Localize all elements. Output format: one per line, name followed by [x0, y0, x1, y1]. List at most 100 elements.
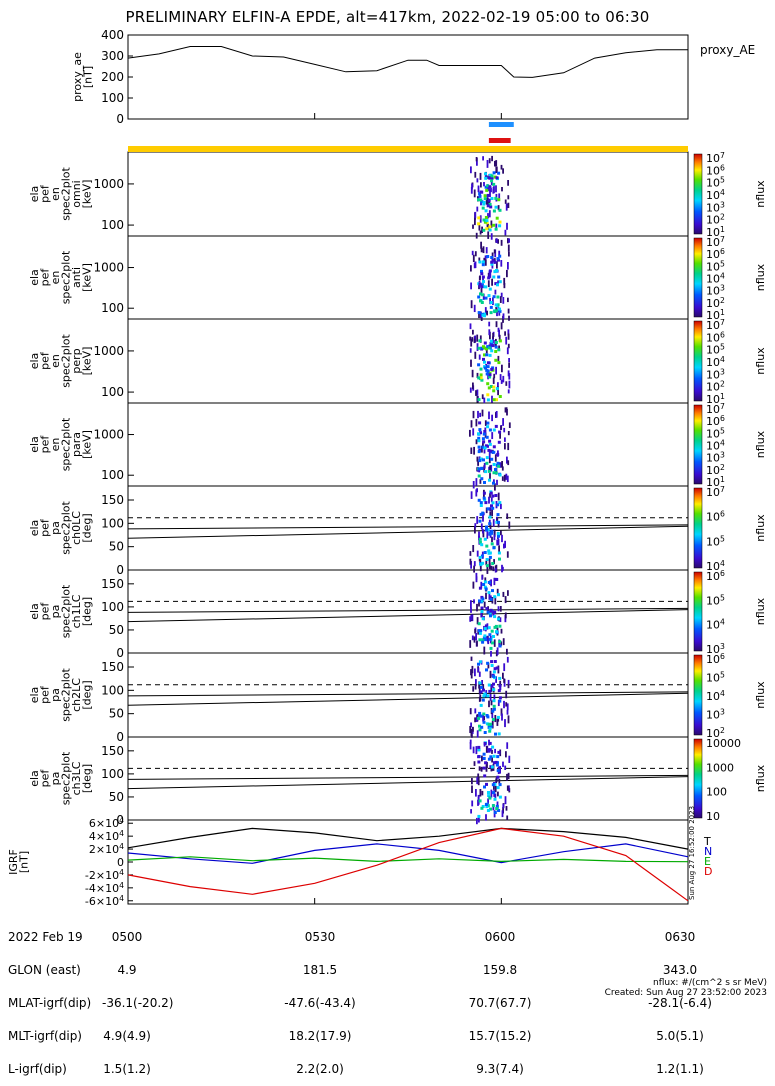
ch2LC-speckle: [478, 671, 481, 677]
ch0LC-speckle: [494, 568, 497, 573]
ch1LC-ylabel-line: [deg]: [80, 597, 93, 626]
footer-mlt-0530: 18.2(17.9): [288, 1029, 352, 1043]
ch0LC-ylabel-line: pef: [38, 518, 51, 537]
ch1LC-flux-cell: [481, 597, 485, 601]
ch2LC-speckle: [496, 718, 499, 726]
perp-speckle: [476, 372, 479, 378]
ch3LC-speckle: [505, 806, 508, 811]
ch1LC-speckle: [473, 599, 475, 604]
ch0LC-speckle: [482, 514, 484, 522]
ch2LC-speckle: [494, 715, 497, 723]
omni-flux-cell: [486, 184, 490, 188]
perp-colorbar-tick: 101: [706, 392, 725, 406]
para-speckle: [493, 479, 495, 484]
para-flux-cell: [477, 432, 480, 436]
omni-speckle: [474, 171, 477, 178]
para-speckle: [472, 481, 475, 489]
perp-ylabel-line: en: [49, 354, 62, 368]
science-bar-blue: [488, 122, 514, 127]
ch2LC-speckle: [490, 700, 493, 706]
omni-flux-cell: [478, 192, 482, 196]
perp-flux-cell: [498, 395, 502, 398]
para-flux-cell: [488, 428, 492, 432]
ch3LC-speckle: [481, 755, 483, 762]
ch2LC-colorbar-tick: 106: [706, 652, 725, 666]
ch3LC-flux-cell: [495, 763, 499, 767]
ch2LC-speckle: [501, 713, 503, 721]
ch1LC-flux-cell: [498, 624, 502, 628]
anti-flux-cell: [480, 285, 484, 289]
ch0LC-flux-cell: [496, 532, 500, 536]
ch0LC-ylabel-line: pa: [49, 521, 62, 535]
ch2LC-field-line: [127, 692, 689, 706]
para-colorbar-tick: 103: [706, 451, 725, 465]
perp-flux-cell: [486, 382, 490, 386]
ch2LC-flux-cell: [497, 732, 501, 736]
ch0LC-colorbar-tick: 105: [706, 534, 725, 548]
anti-flux-cell: [477, 295, 481, 299]
ch0LC-flux-cell: [484, 501, 488, 505]
omni-flux-cell: [481, 206, 485, 210]
ch2LC-speckle: [472, 726, 474, 732]
ch2LC-speckle: [476, 730, 479, 738]
ch0LC-flux-cell: [485, 564, 489, 568]
anti-speckle: [500, 292, 503, 298]
omni-speckle: [500, 164, 503, 170]
footer-l-0500: 1.5(1.2): [103, 1062, 151, 1076]
perp-speckle: [505, 336, 508, 345]
omni-flux-cell: [488, 225, 492, 229]
omni-flux-cell: [487, 176, 491, 180]
ch2LC-flux-cell: [477, 662, 480, 666]
perp-flux-cell: [477, 376, 481, 380]
ch0LC-flux-cell: [480, 554, 484, 558]
perp-speckle: [472, 382, 474, 390]
para-speckle: [475, 478, 478, 486]
ch3LC-flux-cell: [483, 774, 487, 778]
omni-colorbar-tick: 101: [706, 225, 725, 239]
ch2LC-speckle: [475, 679, 477, 687]
para-ylabel-line: pef: [38, 435, 51, 454]
ch2LC-flux-cell: [485, 714, 489, 717]
ch0LC-flux-cell: [480, 543, 484, 547]
anti-speckle: [507, 308, 510, 314]
ch1LC-flux-cell: [497, 617, 500, 621]
perp-speckle: [493, 373, 496, 379]
para-flux-cell: [494, 468, 497, 471]
ch1LC-flux-cell: [488, 633, 492, 637]
ch0LC-speckle: [493, 559, 495, 564]
anti-speckle: [507, 244, 510, 252]
anti-flux-cell: [480, 283, 484, 287]
para-ytick-label: 1000: [93, 428, 124, 442]
ch0LC-flux-cell: [486, 528, 490, 532]
proxy-ae-line: [127, 46, 688, 78]
ch2LC-speckle: [470, 656, 473, 661]
perp-speckle: [483, 397, 486, 404]
omni-speckle: [490, 187, 492, 193]
perp-speckle: [476, 395, 479, 403]
igrf-ylabel-line: IGRF: [7, 849, 20, 875]
ch0LC-ylabel-line: ela: [28, 520, 41, 537]
omni-speckle: [472, 224, 474, 229]
anti-flux-cell: [482, 280, 485, 284]
ch0LC-flux-cell: [485, 558, 489, 561]
ch2LC-speckle: [506, 703, 509, 711]
ch3LC-speckle: [486, 762, 488, 768]
igrf-series-E: [127, 856, 689, 863]
ch2LC-speckle: [488, 700, 490, 708]
para-flux-cell: [479, 457, 483, 461]
ch3LC-speckle: [501, 810, 504, 818]
omni-speckle: [482, 156, 484, 161]
anti-flux-cell: [482, 285, 486, 289]
ch3LC-speckle: [481, 790, 484, 796]
perp-speckle: [497, 327, 500, 332]
ch1LC-speckle: [494, 596, 497, 605]
ch0LC-speckle: [496, 518, 499, 523]
ch1LC-flux-cell: [495, 630, 498, 634]
anti-colorbar-tick: 105: [706, 259, 725, 273]
ch3LC-speckle: [472, 746, 475, 754]
omni-flux-cell: [488, 173, 492, 177]
anti-speckle: [474, 251, 477, 257]
